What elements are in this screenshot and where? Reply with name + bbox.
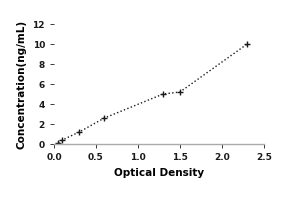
Y-axis label: Concentration(ng/mL): Concentration(ng/mL) <box>17 19 27 149</box>
X-axis label: Optical Density: Optical Density <box>114 168 204 178</box>
